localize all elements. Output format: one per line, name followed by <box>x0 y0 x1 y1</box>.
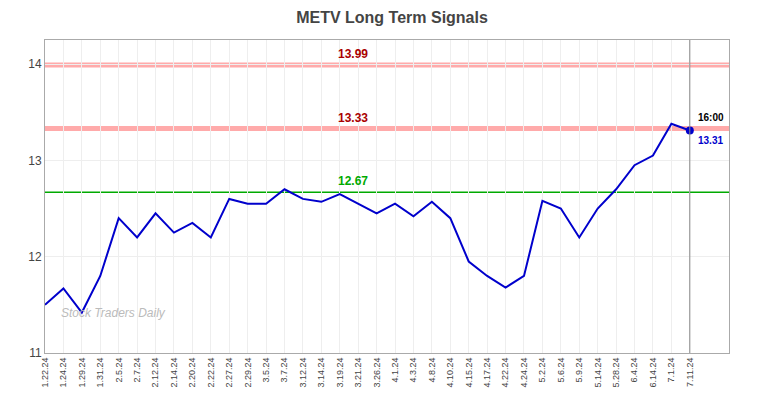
svg-text:3.12.24: 3.12.24 <box>298 358 308 388</box>
svg-text:7.11.24: 7.11.24 <box>685 358 695 387</box>
svg-text:3.19.24: 3.19.24 <box>335 358 345 388</box>
svg-text:3.7.24: 3.7.24 <box>279 358 289 383</box>
svg-text:1.24.24: 1.24.24 <box>58 358 68 388</box>
svg-text:5.9.24: 5.9.24 <box>574 358 584 383</box>
svg-text:4.22.24: 4.22.24 <box>500 358 510 388</box>
svg-text:5.14.24: 5.14.24 <box>593 358 603 388</box>
svg-text:3.26.24: 3.26.24 <box>372 358 382 388</box>
svg-text:4.24.24: 4.24.24 <box>519 358 529 388</box>
svg-text:1.22.24: 1.22.24 <box>40 358 50 388</box>
svg-text:3.5.24: 3.5.24 <box>261 358 271 383</box>
svg-text:11: 11 <box>29 346 42 360</box>
svg-text:13.33: 13.33 <box>338 111 368 125</box>
svg-text:2.27.24: 2.27.24 <box>224 358 234 388</box>
svg-text:6.14.24: 6.14.24 <box>648 358 658 388</box>
svg-text:METV Long Term Signals: METV Long Term Signals <box>296 9 488 26</box>
svg-text:12.67: 12.67 <box>338 174 368 188</box>
svg-text:2.12.24: 2.12.24 <box>150 358 160 388</box>
svg-text:13: 13 <box>28 154 42 168</box>
svg-text:16:00: 16:00 <box>698 112 724 123</box>
svg-text:2.29.24: 2.29.24 <box>243 358 253 388</box>
svg-text:4.15.24: 4.15.24 <box>464 358 474 388</box>
svg-text:2.20.24: 2.20.24 <box>187 358 197 388</box>
svg-text:6.4.24: 6.4.24 <box>629 358 639 383</box>
svg-text:4.3.24: 4.3.24 <box>408 358 418 383</box>
svg-text:2.22.24: 2.22.24 <box>206 358 216 388</box>
svg-text:Stock Traders Daily: Stock Traders Daily <box>61 306 166 320</box>
svg-text:3.14.24: 3.14.24 <box>316 358 326 388</box>
svg-text:5.28.24: 5.28.24 <box>611 358 621 388</box>
svg-text:2.14.24: 2.14.24 <box>169 358 179 388</box>
svg-text:12: 12 <box>28 250 42 264</box>
svg-text:4.10.24: 4.10.24 <box>445 358 455 388</box>
svg-text:2.5.24: 2.5.24 <box>114 358 124 383</box>
svg-text:5.2.24: 5.2.24 <box>537 358 547 383</box>
svg-text:7.1.24: 7.1.24 <box>666 358 676 383</box>
svg-text:2.7.24: 2.7.24 <box>132 358 142 383</box>
svg-text:4.17.24: 4.17.24 <box>482 358 492 388</box>
svg-text:1.31.24: 1.31.24 <box>95 358 105 388</box>
svg-text:5.6.24: 5.6.24 <box>556 358 566 383</box>
svg-text:13.99: 13.99 <box>338 47 368 61</box>
svg-text:14: 14 <box>28 57 42 71</box>
svg-text:1.29.24: 1.29.24 <box>77 358 87 388</box>
svg-text:4.1.24: 4.1.24 <box>390 358 400 383</box>
svg-text:4.8.24: 4.8.24 <box>427 358 437 383</box>
svg-text:3.21.24: 3.21.24 <box>353 358 363 388</box>
svg-text:13.31: 13.31 <box>698 135 723 146</box>
